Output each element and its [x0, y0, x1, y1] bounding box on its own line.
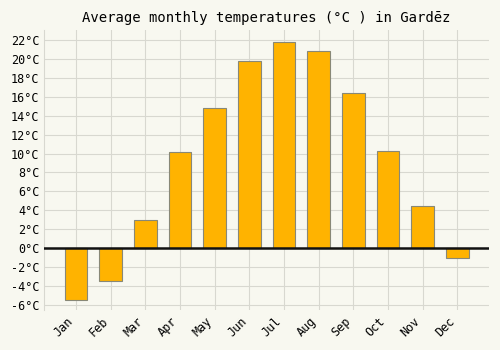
Bar [377, 151, 400, 248]
Bar [272, 42, 295, 248]
Bar [446, 248, 468, 258]
Bar [100, 248, 122, 281]
Bar [412, 205, 434, 248]
Bar [168, 152, 192, 248]
Title: Average monthly temperatures (°C ) in Gardēz: Average monthly temperatures (°C ) in Ga… [82, 11, 451, 25]
Bar [134, 220, 156, 248]
Bar [238, 61, 260, 248]
Bar [308, 51, 330, 248]
Bar [204, 108, 226, 248]
Bar [342, 93, 364, 248]
Bar [64, 248, 87, 300]
